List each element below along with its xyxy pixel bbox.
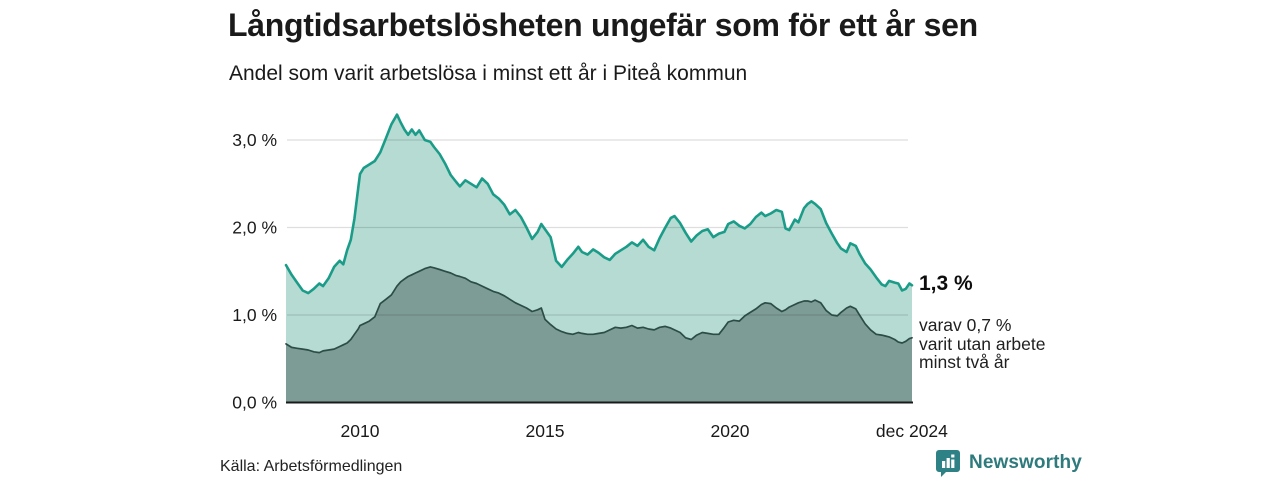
annotation-line: minst två år [919,352,1010,372]
series-line-minst-tva-ar [285,266,913,354]
chart-subtitle: Andel som varit arbetslösa i minst ett å… [229,62,748,85]
annotation-text: varav 0,7 % varit utan arbete minst två … [919,316,1056,372]
x-tick-label: 2010 [341,421,380,441]
x-tick-label: 2015 [526,421,565,441]
newsworthy-icon [936,449,960,477]
brand-name: Newsworthy [969,452,1082,473]
annotation-line: varav 0,7 % [919,316,1012,335]
y-tick-label: 3,0 % [232,130,277,150]
x-tick-label: dec 2024 [876,421,948,441]
y-tick-label: 2,0 % [232,218,277,238]
series-area-minst-tva-ar [286,266,912,403]
end-value-label: 1,3 % [919,272,973,295]
chart-title: Långtidsarbetslösheten ungefär som för e… [228,7,978,43]
brand-logo: Newsworthy [936,449,1082,477]
y-tick-label: 1,0 % [232,305,277,325]
series-line-minst-ett-ar [284,113,914,295]
x-tick-label: 2020 [711,421,750,441]
annotation-line: varit utan arbete [919,333,1046,354]
y-tick-label: 0,0 % [232,393,277,413]
source-caption: Källa: Arbetsförmedlingen [220,458,403,475]
